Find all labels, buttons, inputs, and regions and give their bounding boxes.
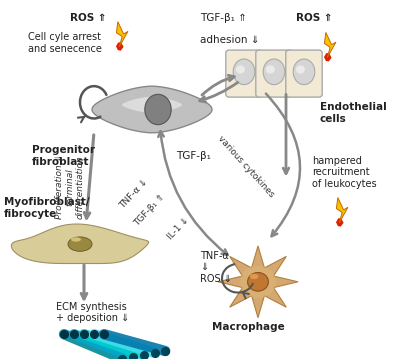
Text: hampered
recruitment
of leukocytes: hampered recruitment of leukocytes — [312, 156, 377, 189]
Text: Macrophage: Macrophage — [212, 322, 284, 332]
Ellipse shape — [263, 59, 285, 85]
Text: TNF-α ⇓: TNF-α ⇓ — [118, 177, 150, 210]
Text: Myofibroblast/
fibrocyte: Myofibroblast/ fibrocyte — [4, 197, 90, 219]
Ellipse shape — [145, 94, 171, 125]
FancyArrowPatch shape — [202, 75, 234, 95]
Ellipse shape — [233, 59, 255, 85]
Polygon shape — [336, 197, 348, 223]
Text: Proliferation ⇓
terminal
differentiation: Proliferation ⇓ terminal differentiation — [55, 154, 85, 219]
FancyBboxPatch shape — [256, 50, 292, 97]
Polygon shape — [324, 53, 332, 61]
Text: TGF-β₁ ⇑: TGF-β₁ ⇑ — [133, 192, 167, 228]
Ellipse shape — [240, 266, 276, 298]
FancyArrowPatch shape — [200, 83, 238, 102]
Text: Cell cyle arrest
and senecence: Cell cyle arrest and senecence — [28, 32, 102, 54]
Polygon shape — [336, 218, 344, 227]
Ellipse shape — [71, 237, 81, 242]
Ellipse shape — [293, 59, 315, 85]
Ellipse shape — [250, 274, 258, 279]
Text: Progenitor
fibroblast: Progenitor fibroblast — [32, 145, 95, 167]
Text: various cytokines: various cytokines — [216, 134, 276, 200]
Polygon shape — [116, 42, 124, 51]
Ellipse shape — [68, 237, 92, 251]
Text: ROS ⇑: ROS ⇑ — [296, 13, 333, 23]
Ellipse shape — [248, 272, 268, 291]
FancyArrowPatch shape — [283, 94, 289, 174]
Ellipse shape — [236, 65, 245, 74]
FancyArrowPatch shape — [266, 94, 300, 236]
FancyArrowPatch shape — [158, 131, 228, 255]
Text: TGF-β₁: TGF-β₁ — [176, 151, 211, 161]
Polygon shape — [11, 224, 149, 264]
FancyArrowPatch shape — [81, 265, 87, 299]
Text: TNF-α
⇓
ROS ⇓: TNF-α ⇓ ROS ⇓ — [200, 251, 232, 284]
Polygon shape — [218, 246, 298, 318]
Text: ECM synthesis
+ deposition ⇓: ECM synthesis + deposition ⇓ — [56, 302, 129, 323]
Polygon shape — [122, 97, 182, 113]
Polygon shape — [324, 32, 336, 58]
FancyArrowPatch shape — [84, 135, 94, 218]
Polygon shape — [92, 86, 212, 133]
Text: ROS ⇑: ROS ⇑ — [70, 13, 106, 23]
FancyBboxPatch shape — [226, 50, 262, 97]
Text: adhesion ⇓: adhesion ⇓ — [200, 35, 260, 45]
Text: IL-1 ⇓: IL-1 ⇓ — [166, 215, 190, 241]
Text: Endothelial
cells: Endothelial cells — [320, 102, 387, 124]
FancyBboxPatch shape — [286, 50, 322, 97]
Ellipse shape — [266, 65, 275, 74]
Polygon shape — [116, 22, 128, 47]
Text: TGF-β₁ ⇑: TGF-β₁ ⇑ — [200, 13, 247, 23]
Ellipse shape — [296, 65, 305, 74]
